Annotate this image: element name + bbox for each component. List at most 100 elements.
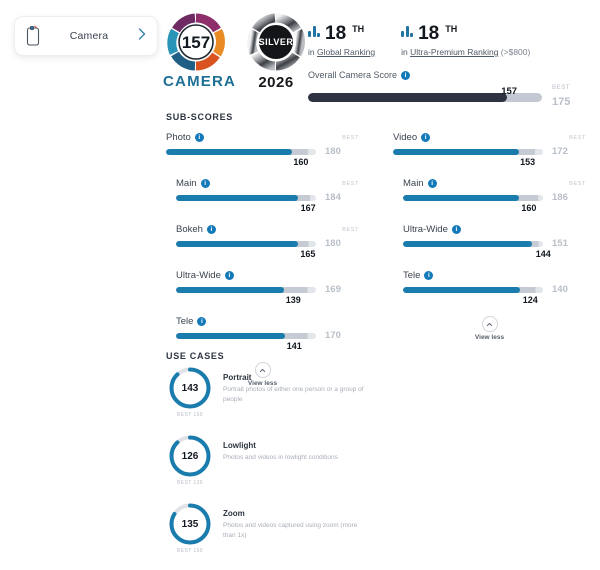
subscore-value-wrap: 139 (176, 295, 359, 306)
bar-chart-icon (401, 24, 414, 39)
subscore-name: Main (176, 178, 197, 189)
chevron-up-circle-icon (254, 362, 271, 378)
camera-score-value: 157 (182, 33, 210, 52)
ultra-premium-rank-caption: in Ultra-Premium Ranking (>$800) (401, 47, 530, 57)
award-tier-text: SILVER (259, 37, 294, 47)
camera-nav-card[interactable]: Camera (14, 16, 158, 56)
overall-best-value: 175 (552, 96, 571, 108)
subscore-best-word: BEST (342, 180, 359, 187)
overall-score-fill (308, 93, 507, 102)
subscore-fill (166, 148, 293, 155)
view-less-button[interactable]: View less (166, 362, 359, 387)
camera-score-ring-icon: 157 (163, 12, 229, 72)
info-icon[interactable]: i (401, 70, 411, 80)
subscores-column-left: Photo i BEST 180 160 Main i BEST 184 167 Bokeh i BES… (166, 132, 359, 387)
subscore-name: Video (393, 132, 418, 143)
usecase-card[interactable]: 143 BEST 159 Portrait Portrait photos of ei… (166, 366, 365, 418)
subscore-row: Photo i BEST 180 160 (166, 132, 359, 168)
subscore-value-wrap: 141 (176, 341, 359, 352)
award-badge: SILVER 2026 (243, 12, 309, 91)
subscore-name: Ultra-Wide (403, 224, 448, 235)
subscore-track (403, 194, 543, 201)
price-bracket: (>$800) (498, 47, 531, 57)
subscore-name-wrap: Tele i (403, 270, 434, 281)
subscore-name-wrap: Tele i (176, 316, 207, 327)
subscore-row: Tele i 170 141 (166, 316, 359, 352)
info-icon[interactable]: i (421, 133, 431, 142)
subscore-name: Bokeh (176, 224, 203, 235)
subscore-fill (403, 240, 533, 247)
subscore-value: 165 (300, 249, 316, 259)
camera-score-panel: Camera 157 (14, 12, 592, 554)
usecase-name: Zoom (223, 509, 245, 518)
subscore-name: Photo (166, 132, 191, 143)
overall-score-label: Overall Camera Score (308, 70, 398, 80)
subscore-name-wrap: Video i (393, 132, 431, 143)
overall-camera-score: Overall Camera Score i BEST 175 157 (308, 70, 592, 110)
global-ranking-link[interactable]: Global Ranking (316, 47, 376, 57)
subscore-best-word: BEST (569, 180, 586, 187)
subscore-track (176, 332, 316, 339)
usecase-name: Lowlight (223, 441, 256, 450)
subscore-best-value: 184 (325, 192, 341, 203)
overall-best: BEST 175 (542, 85, 592, 110)
subscore-name-wrap: Bokeh i (176, 224, 216, 235)
badges-group: 157 CAMERA (163, 12, 309, 91)
subscore-best-value: 186 (552, 192, 568, 203)
global-rank-ordinal: TH (352, 24, 365, 34)
usecases-title: USE CASES (166, 351, 225, 361)
subscore-name: Ultra-Wide (176, 270, 221, 281)
usecase-donut: 126 BEST 139 (166, 434, 214, 486)
subscore-value: 160 (521, 203, 537, 213)
subscore-value-wrap: 153 (393, 157, 586, 168)
subscore-best-word: BEST (342, 226, 359, 233)
subscore-value: 153 (520, 157, 536, 167)
usecase-description: Portrait photos of either one person or … (223, 386, 364, 403)
subscore-value-wrap: 144 (403, 249, 586, 260)
chevron-right-icon[interactable] (137, 27, 147, 46)
usecase-card[interactable]: 135 BEST 159 Zoom Photos and videos capture… (166, 502, 365, 554)
overall-score-value: 157 (501, 86, 518, 97)
subscore-value-wrap: 124 (403, 295, 586, 306)
subscore-best-word: BEST (342, 134, 359, 141)
phone-camera-icon (25, 25, 41, 47)
usecase-card[interactable]: 126 BEST 139 Lowlight Photos and videos in … (166, 434, 365, 486)
usecase-description: Photos and videos in lowlight conditions (223, 454, 338, 461)
info-icon[interactable]: i (424, 271, 434, 280)
subscore-value: 144 (535, 249, 551, 259)
info-icon[interactable]: i (200, 179, 210, 188)
info-icon[interactable]: i (224, 271, 234, 280)
info-icon[interactable]: i (427, 179, 437, 188)
subscore-track (403, 286, 543, 293)
subscore-best-value: 169 (325, 284, 341, 295)
ranking-ultra-premium: 18 TH in Ultra-Premium Ranking (>$800) (401, 24, 530, 57)
global-rank-value: 18 (325, 23, 347, 44)
camera-score-badge: 157 CAMERA (163, 12, 237, 91)
subscore-row: Ultra-Wide i 169 139 (166, 270, 359, 306)
subscore-best-value: 151 (552, 238, 568, 249)
subscore-value: 167 (300, 203, 316, 213)
info-icon[interactable]: i (197, 317, 207, 326)
chevron-up-circle-icon (481, 316, 498, 332)
usecase-best-label: BEST 159 (177, 548, 203, 554)
subscore-fill (176, 240, 298, 247)
ultra-premium-ranking-link[interactable]: Ultra-Premium Ranking (410, 47, 499, 57)
global-rank-caption: in Global Ranking (308, 47, 375, 57)
ranking-global: 18 TH in Global Ranking (308, 24, 375, 57)
view-less-button[interactable]: View less (393, 316, 586, 341)
subscore-track (176, 286, 316, 293)
overall-score-label-row: Overall Camera Score i (308, 70, 592, 80)
info-icon[interactable]: i (194, 133, 204, 142)
subscore-fill (403, 286, 521, 293)
subscore-fill (393, 148, 520, 155)
subscore-row: Tele i 140 124 (393, 270, 586, 306)
subscore-value: 141 (286, 341, 302, 351)
subscore-value: 139 (285, 295, 301, 305)
info-icon[interactable]: i (451, 225, 461, 234)
usecase-description: Photos and videos captured using zoom (m… (223, 522, 358, 539)
subscores-column-right: Video i BEST 172 153 Main i BEST 186 160 Ultra-Wid… (393, 132, 586, 387)
info-icon[interactable]: i (206, 225, 216, 234)
camera-badge-title: CAMERA (163, 73, 237, 90)
usecase-name: Portrait (223, 373, 252, 382)
subscore-name-wrap: Main i (403, 178, 437, 189)
